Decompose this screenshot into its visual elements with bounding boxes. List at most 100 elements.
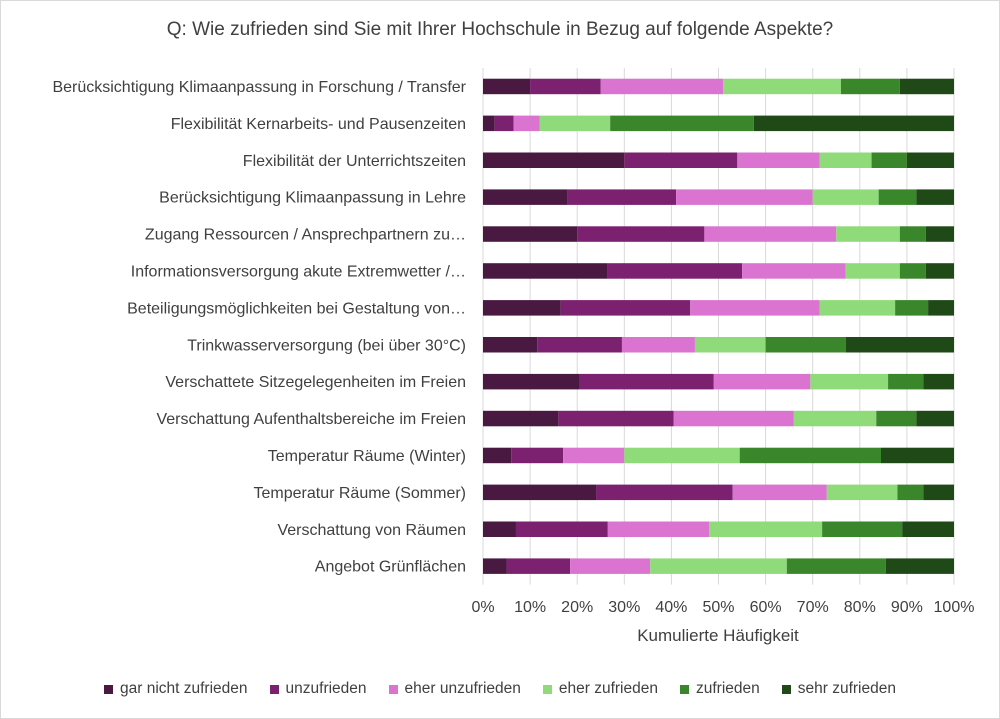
bar-segment (690, 300, 820, 316)
bar-segment (676, 189, 813, 205)
bar-segment (596, 484, 733, 501)
bar-segment (899, 78, 954, 95)
bar-segment (483, 447, 512, 464)
legend-label: eher unzufrieden (404, 680, 521, 697)
bar-segment (483, 78, 531, 95)
bar-segment (483, 263, 608, 279)
category-label: Verschattung Aufenthaltsbereiche im Frei… (156, 411, 466, 428)
category-label: Verschattung von Räumen (277, 522, 466, 539)
legend-item: sehr zufrieden (781, 680, 896, 698)
bar-segment (563, 447, 625, 464)
legend-label: eher zufrieden (558, 680, 658, 697)
bar-segment (607, 263, 743, 279)
x-tick-label: 40% (655, 599, 687, 616)
category-label: Flexibilität Kernarbeits- und Pausenzeit… (171, 116, 466, 133)
bar-segment (483, 189, 568, 205)
x-tick-label: 0% (471, 599, 494, 616)
bar-segment (567, 189, 677, 205)
bar-segment (515, 521, 608, 537)
bar-segment (506, 558, 571, 574)
bar-segment (906, 152, 954, 168)
bar-segment (845, 263, 900, 279)
bar-segment (483, 337, 538, 353)
legend: gar nicht zufrieden unzufrieden eher unzuf… (0, 680, 1000, 698)
category-label: Berücksichtigung Klimaanpassung in Lehre (159, 190, 466, 207)
category-label: Informationsversorgung akute Extremwette… (131, 263, 466, 280)
bar-segment (624, 447, 740, 464)
bar-segment (577, 226, 705, 242)
x-tick-label: 60% (750, 599, 782, 616)
x-tick-label: 100% (934, 599, 975, 616)
bar-segment (539, 115, 611, 132)
legend-label: unzufrieden (285, 680, 367, 697)
bar-segment (704, 226, 837, 242)
bar-segment (739, 447, 881, 464)
category-label: Verschattete Sitzegelegenheiten im Freie… (165, 374, 466, 391)
bar-segment (876, 410, 917, 427)
bar-segment (840, 78, 900, 95)
bar-segment (897, 484, 924, 501)
bar-segment (753, 115, 954, 132)
bar-segment (610, 115, 754, 132)
x-tick-labels: 0% 10% 20% 30% 40% 50% 60% 70% 80% 90% 100% (471, 599, 974, 616)
bar-segment (822, 521, 903, 537)
bar-segment (483, 115, 495, 132)
legend-label: zufrieden (695, 680, 760, 697)
legend-label: sehr zufrieden (797, 680, 896, 697)
bar-segment (916, 410, 954, 427)
x-tick-label: 70% (797, 599, 829, 616)
category-label: Berücksichtigung Klimaanpassung in Forsc… (52, 79, 466, 96)
bar-segment (819, 300, 896, 316)
legend-item: eher zufrieden (542, 680, 658, 698)
bar-segment (650, 558, 787, 574)
bar-segment (742, 263, 846, 279)
bar-segment (600, 78, 724, 95)
bar-segment (871, 152, 907, 168)
bar-segment (511, 447, 564, 464)
legend-swatch (542, 684, 552, 694)
category-label: Flexibilität der Unterrichtszeiten (243, 153, 466, 170)
legend-swatch (104, 684, 113, 694)
bar-segment (624, 152, 738, 168)
bar-segment (902, 521, 954, 537)
bar-segment (836, 226, 900, 242)
bar-segment (709, 521, 823, 537)
bar-segment (483, 410, 559, 427)
bar-segment (673, 410, 794, 427)
category-label: Beteiligungsmöglichkeiten bei Gestaltung… (127, 300, 466, 317)
category-label: Temperatur Räume (Sommer) (254, 485, 467, 502)
x-tick-label: 30% (608, 599, 640, 616)
bar-segment (570, 558, 651, 574)
chart-title: Q: Wie zufrieden sind Sie mit Ihrer Hoch… (166, 19, 834, 40)
bar-segment (916, 189, 954, 205)
legend-swatch (388, 684, 398, 694)
bar-segment (558, 410, 674, 427)
bar-segment (621, 337, 695, 353)
bar-segment (483, 300, 561, 316)
x-tick-label: 90% (891, 599, 923, 616)
category-label: Trinkwasserversorgung (bei über 30°C) (187, 337, 466, 354)
category-labels: Berücksichtigung Klimaanpassung in Forsc… (52, 79, 466, 576)
bar-segment (483, 558, 507, 574)
bar-segment (607, 521, 710, 537)
bars (483, 78, 954, 574)
bar-segment (732, 484, 827, 501)
bar-segment (494, 115, 514, 132)
bar-segment (845, 337, 954, 353)
bar-segment (737, 152, 820, 168)
bar-segment (899, 263, 926, 279)
bar-segment (694, 337, 766, 353)
bar-segment (579, 373, 714, 390)
bar-segment (483, 226, 578, 242)
legend-item: zufrieden (679, 680, 760, 698)
bar-segment (530, 78, 601, 95)
bar-segment (483, 484, 597, 501)
bar-segment (899, 226, 926, 242)
bar-segment (888, 373, 924, 390)
category-label: Angebot Grünflächen (315, 559, 466, 576)
bar-segment (810, 373, 889, 390)
legend-item: gar nicht zufrieden (104, 680, 248, 698)
legend-swatch (269, 684, 279, 694)
bar-segment (923, 373, 954, 390)
x-tick-label: 80% (844, 599, 876, 616)
